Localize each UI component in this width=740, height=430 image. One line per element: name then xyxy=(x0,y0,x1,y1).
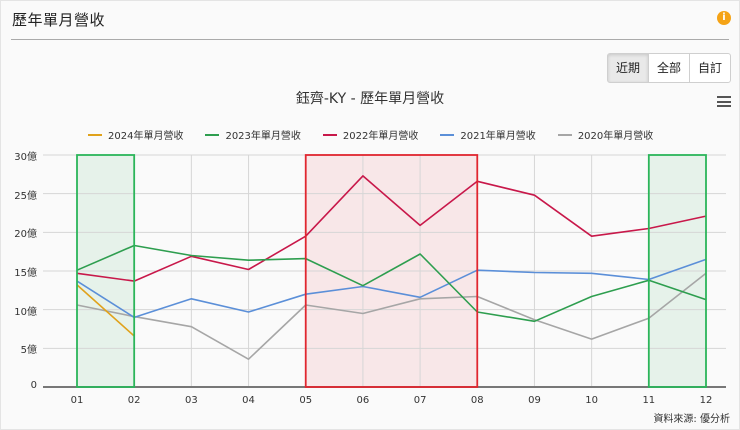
hamburger-menu-icon[interactable] xyxy=(717,96,731,107)
y-tick-label: 25億 xyxy=(14,190,37,202)
x-tick-label: 12 xyxy=(699,395,713,406)
x-tick-label: 06 xyxy=(356,395,370,406)
legend-item[interactable]: 2022年單月營收 xyxy=(322,127,419,142)
highlight-box-border xyxy=(304,154,479,388)
series-line xyxy=(76,244,707,323)
series-line xyxy=(76,284,135,337)
highlight-box-border xyxy=(76,154,136,388)
y-tick-label: 15億 xyxy=(14,268,37,279)
legend-label: 2021年單月營收 xyxy=(460,131,536,142)
series-line xyxy=(76,175,707,282)
info-icon[interactable]: i xyxy=(717,11,731,25)
legend-swatch-icon xyxy=(88,133,102,136)
x-tick-label: 09 xyxy=(528,395,541,406)
chart-title: 鈺齊-KY - 歷年單月營收 xyxy=(295,91,445,107)
legend-label: 2022年單月營收 xyxy=(342,131,419,142)
divider xyxy=(11,39,729,40)
legend-swatch-icon xyxy=(440,133,455,136)
data-source-label: 資料來源: 優分析 xyxy=(653,414,730,425)
range-button-group: 近期 全部 自訂 xyxy=(607,53,732,83)
y-tick-label: 10億 xyxy=(14,306,37,318)
x-tick-label: 07 xyxy=(413,395,427,406)
x-tick-label: 01 xyxy=(70,395,84,406)
legend-label: 2023年單月營收 xyxy=(225,131,301,142)
range-all-button[interactable]: 全部 xyxy=(648,53,691,83)
legend-item[interactable]: 2023年單月營收 xyxy=(205,127,301,142)
x-tick-label: 05 xyxy=(299,395,313,406)
legend-item[interactable]: 2021年單月營收 xyxy=(440,127,536,142)
x-tick-label: 11 xyxy=(642,395,656,406)
legend-item[interactable]: 2024年單月營收 xyxy=(88,127,183,142)
x-tick-label: 08 xyxy=(470,395,484,406)
y-tick-label: 20億 xyxy=(14,229,37,241)
y-tick-label: 30億 xyxy=(14,152,37,163)
legend-swatch-icon xyxy=(322,133,337,136)
legend-label: 2024年單月營收 xyxy=(108,131,184,142)
series-line xyxy=(76,272,707,361)
panel-title: 歷年單月營收 xyxy=(12,11,106,29)
series-line xyxy=(76,258,707,319)
range-recent-button[interactable]: 近期 xyxy=(607,53,650,83)
highlight-box-border xyxy=(647,154,707,388)
legend-swatch-icon xyxy=(557,133,572,136)
legend-label: 2020年單月營收 xyxy=(577,131,654,142)
range-custom-button[interactable]: 自訂 xyxy=(689,53,732,83)
x-tick-label: 02 xyxy=(127,395,141,406)
x-tick-label: 03 xyxy=(184,395,198,406)
x-tick-label: 10 xyxy=(585,395,598,406)
legend-swatch-icon xyxy=(205,133,220,136)
legend-item[interactable]: 2020年單月營收 xyxy=(557,127,654,142)
y-tick-label: 5億 xyxy=(20,345,37,357)
y-tick-label: 0 xyxy=(30,380,37,391)
x-tick-label: 04 xyxy=(242,395,255,406)
chart-legend: 2024年單月營收 2023年單月營收 2022年單月營收 2021年單月營收 2020… xyxy=(88,127,675,142)
